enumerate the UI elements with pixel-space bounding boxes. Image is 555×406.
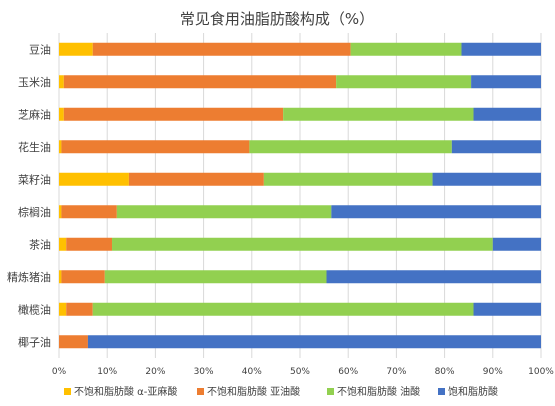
- bar-segment-series-1: [59, 75, 64, 89]
- category-label: 花生油: [18, 140, 51, 154]
- x-tick-label: 30%: [194, 367, 214, 377]
- category-label: 豆油: [29, 42, 51, 56]
- bar-segment-series-4: [451, 140, 541, 154]
- bar-segment-series-4: [432, 172, 541, 186]
- bar-segment-series-2: [61, 205, 117, 219]
- x-tick-label: 20%: [145, 367, 165, 377]
- bar-segment-series-2: [66, 302, 93, 316]
- legend-swatch: [327, 388, 334, 395]
- bar-segment-series-1: [59, 42, 93, 56]
- bar-segment-series-2: [61, 140, 250, 154]
- legend-swatch: [197, 388, 204, 395]
- bar-segment-series-3: [116, 205, 332, 219]
- bar-segment-series-3: [112, 237, 493, 251]
- category-label: 精炼猪油: [7, 270, 51, 284]
- bar-segment-series-1: [59, 140, 62, 154]
- bar-segment-series-1: [59, 107, 64, 121]
- bar-segment-series-3: [283, 107, 474, 121]
- legend-label: 不饱和脂肪酸 α-亚麻酸: [74, 385, 177, 398]
- legend-swatch: [438, 388, 445, 395]
- category-label: 椰子油: [18, 335, 51, 349]
- bar-segment-series-3: [350, 42, 462, 56]
- legend-swatch: [64, 388, 71, 395]
- bar-segment-series-3: [336, 75, 472, 89]
- x-tick-label: 0%: [52, 367, 67, 377]
- bar-segment-series-3: [92, 302, 474, 316]
- bar-segment-series-4: [473, 107, 541, 121]
- category-label: 茶油: [29, 237, 51, 251]
- category-label: 菜籽油: [18, 172, 51, 186]
- x-tick-label: 100%: [528, 367, 554, 377]
- bar-segment-series-4: [471, 75, 541, 89]
- category-label: 棕榈油: [18, 205, 51, 219]
- legend-label: 饱和脂肪酸: [448, 385, 498, 398]
- bar-segment-series-3: [249, 140, 452, 154]
- bar-segment-series-4: [461, 42, 541, 56]
- bar-segment-series-2: [92, 42, 351, 56]
- bar-segment-series-1: [59, 172, 129, 186]
- x-tick-label: 70%: [386, 367, 406, 377]
- bar-segment-series-3: [104, 270, 327, 284]
- legend-label: 不饱和脂肪酸 亚油酸: [207, 385, 300, 398]
- category-label: 芝麻油: [18, 107, 51, 121]
- bar-segment-series-2: [63, 75, 337, 89]
- x-tick-label: 60%: [338, 367, 358, 377]
- bar-segment-series-4: [492, 237, 541, 251]
- bar-segment-series-4: [326, 270, 541, 284]
- chart-title: 常见食用油脂肪酸构成（%）: [180, 10, 374, 28]
- category-label: 玉米油: [18, 75, 51, 89]
- bar-segment-series-3: [263, 172, 433, 186]
- bar-segment-series-4: [331, 205, 541, 219]
- bar-segment-series-1: [59, 205, 62, 219]
- x-tick-label: 50%: [290, 367, 310, 377]
- x-tick-label: 40%: [242, 367, 262, 377]
- legend-label: 不饱和脂肪酸 油酸: [337, 385, 420, 398]
- bar-segment-series-1: [59, 270, 62, 284]
- bar-segment-series-4: [473, 302, 541, 316]
- bar-segment-series-1: [59, 237, 67, 251]
- x-tick-label: 80%: [435, 367, 455, 377]
- bar-segment-series-1: [59, 302, 67, 316]
- x-tick-label: 10%: [97, 367, 117, 377]
- bar-segment-series-2: [128, 172, 264, 186]
- bar-segment-series-2: [66, 237, 113, 251]
- bar-segment-series-4: [87, 335, 542, 349]
- x-tick-label: 90%: [483, 367, 503, 377]
- bar-segment-series-2: [59, 335, 88, 349]
- category-label: 橄榄油: [18, 302, 51, 316]
- bar-segment-series-2: [61, 270, 105, 284]
- bar-segment-series-2: [63, 107, 284, 121]
